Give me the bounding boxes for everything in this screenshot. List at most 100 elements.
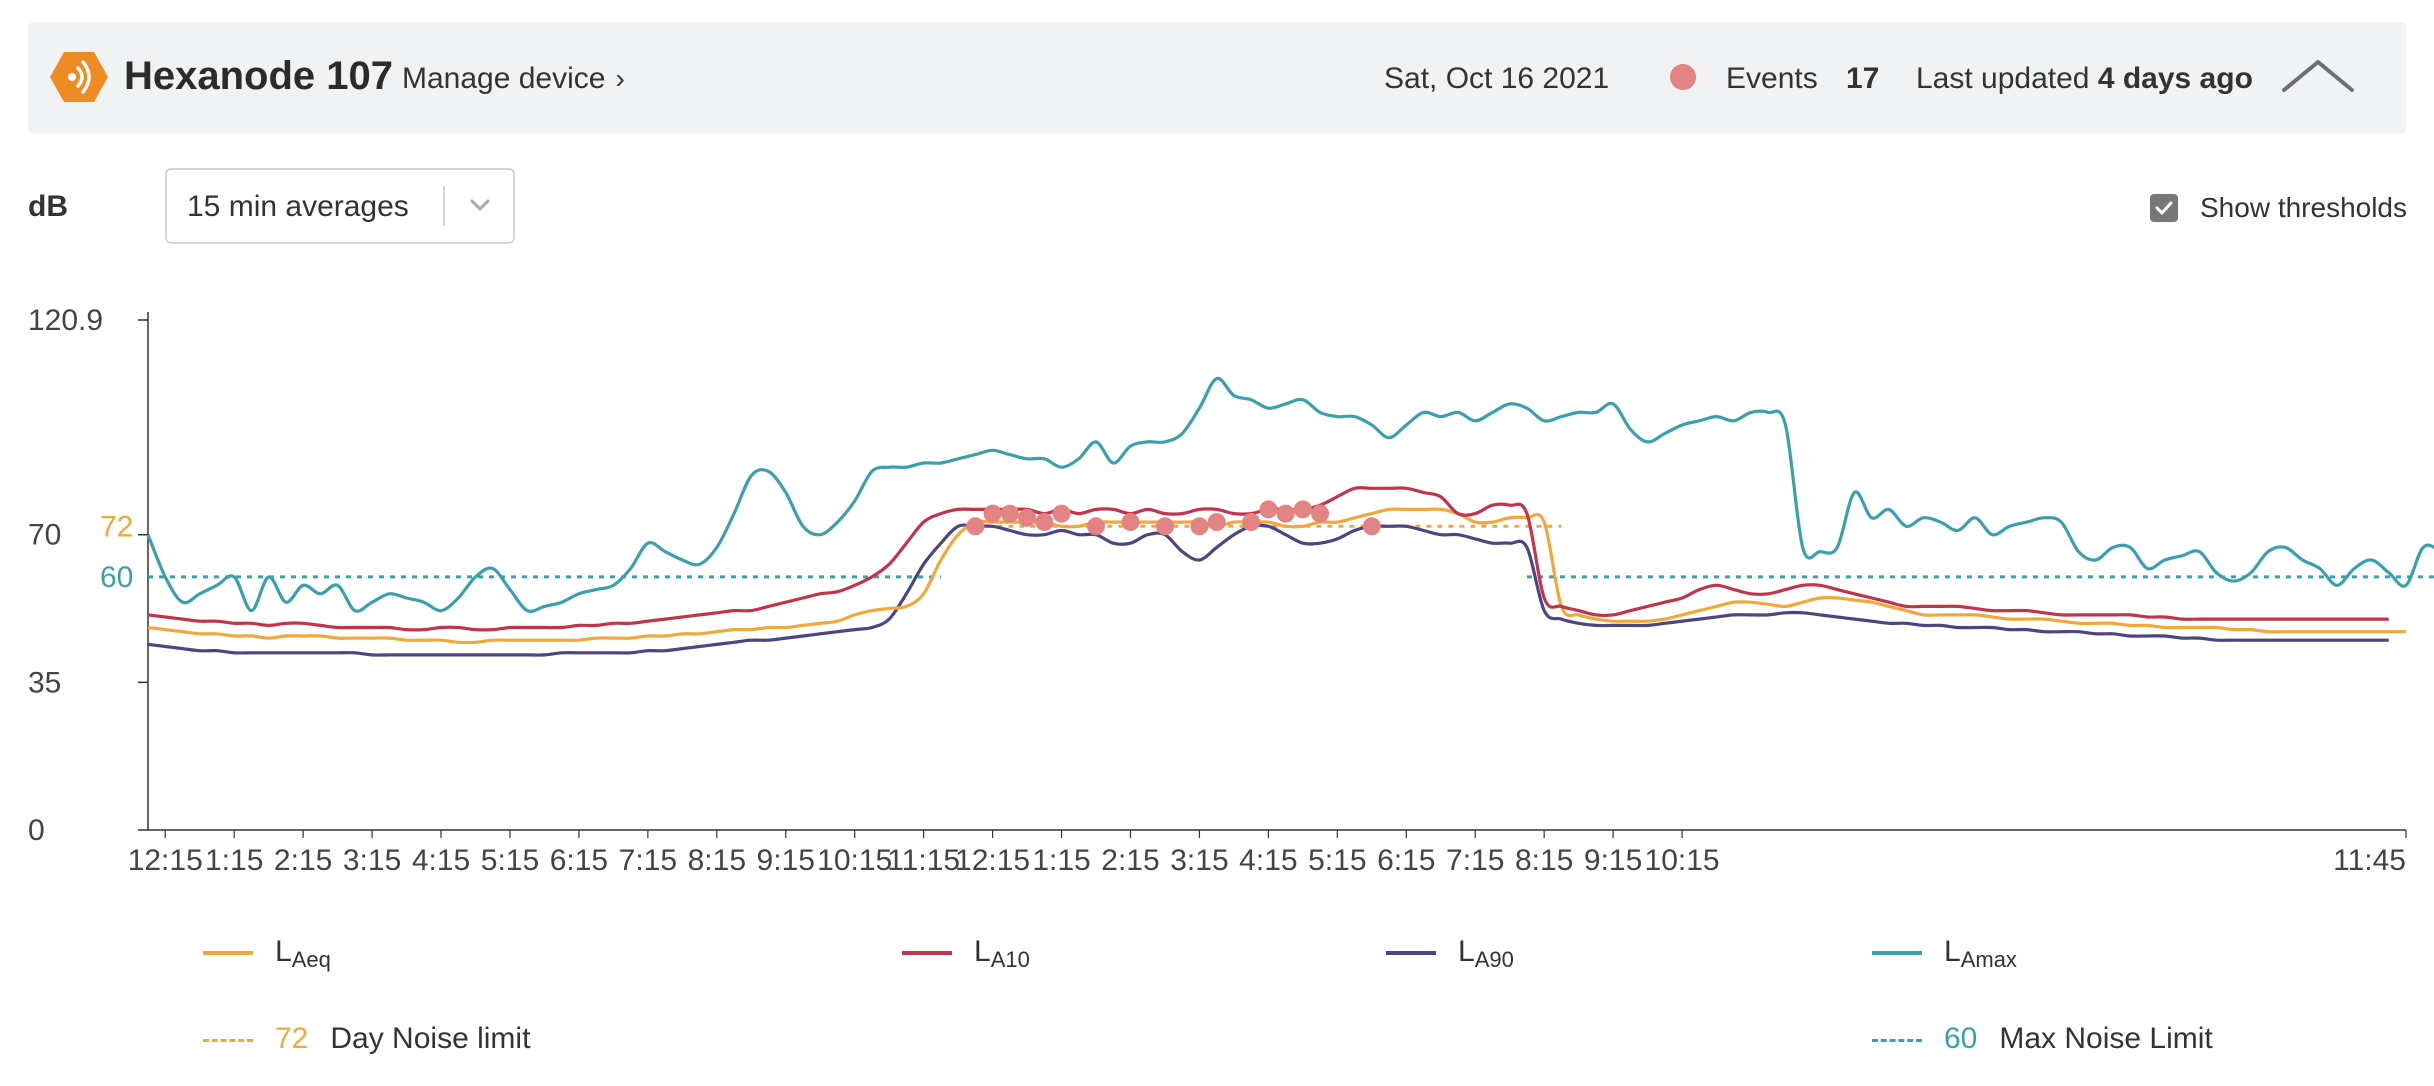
event-marker[interactable]: [983, 504, 1002, 523]
legend-swatch-la10: [902, 951, 952, 956]
legend-lamax-l: L: [1944, 935, 1961, 968]
device-header: Hexanode 107 Manage device › Sat, Oct 16 …: [28, 22, 2406, 134]
x-tick-label: 11:15: [887, 844, 960, 877]
x-tick-label: 1:15: [205, 844, 263, 877]
x-tick-label: 8:15: [1515, 844, 1573, 877]
x-tick-label: 12:15: [955, 844, 1030, 877]
event-marker[interactable]: [1293, 500, 1312, 519]
unit-label: dB: [28, 190, 68, 223]
legend-la90[interactable]: LA90: [1386, 935, 1514, 975]
legend-la90-sub: A90: [1474, 947, 1514, 972]
series-line-lamax: [146, 376, 2434, 613]
legend-la10-sub: A10: [990, 947, 1030, 972]
events-label: Events: [1726, 62, 1818, 95]
show-thresholds-label: Show thresholds: [2200, 192, 2408, 223]
event-marker[interactable]: [966, 517, 985, 536]
legend-la90-l: L: [1458, 935, 1475, 968]
legend-swatch-day-limit: [203, 1038, 253, 1042]
x-tick-label: 5:15: [1308, 844, 1366, 877]
event-marker[interactable]: [1000, 504, 1019, 523]
x-tick-label: 9:15: [757, 844, 815, 877]
max-limit-label: Max Noise Limit: [1999, 1022, 2213, 1055]
x-tick-label: 6:15: [550, 844, 608, 877]
device-name: Hexanode 107: [124, 54, 394, 98]
legend-day-limit: 72 Day Noise limit: [203, 1022, 530, 1062]
x-tick-label: 7:15: [1446, 844, 1504, 877]
y-tick-label: 120.9: [28, 304, 103, 337]
event-marker[interactable]: [1035, 513, 1054, 532]
legend-laeq-l: L: [275, 935, 292, 968]
y-tick-label: 0: [28, 814, 45, 847]
y-tick-label: 70: [28, 519, 61, 552]
events-count: 17: [1846, 62, 1880, 95]
x-tick-label: 3:15: [343, 844, 401, 877]
event-marker[interactable]: [1207, 513, 1226, 532]
day-limit-axis-label: 72: [100, 510, 133, 543]
chevron-down-icon: [470, 199, 490, 211]
legend-laeq-sub: Aeq: [291, 947, 331, 972]
legend-la10[interactable]: LA10: [902, 935, 1030, 975]
event-marker[interactable]: [1311, 504, 1330, 523]
legend-lamax[interactable]: LAmax: [1872, 935, 2017, 975]
event-dot-icon: [1670, 64, 1696, 90]
y-tick-label: 35: [28, 666, 61, 699]
event-marker[interactable]: [1190, 517, 1209, 536]
x-tick-label: 10:15: [817, 844, 892, 877]
legend-swatch-lamax: [1872, 951, 1922, 956]
legend-swatch-max-limit: [1872, 1038, 1922, 1042]
threshold-lines: [148, 524, 2434, 579]
event-marker[interactable]: [1018, 508, 1037, 527]
event-marker[interactable]: [1155, 517, 1174, 536]
event-marker[interactable]: [1052, 504, 1071, 523]
x-tick-label: 4:15: [412, 844, 470, 877]
legend-la10-l: L: [974, 935, 991, 968]
legend-swatch-la90: [1386, 951, 1436, 956]
day-limit-label: Day Noise limit: [330, 1022, 531, 1055]
legend-row-series: LAeq LA10 LA90 LAmax: [0, 935, 2434, 975]
last-updated-label: Last updated: [1916, 62, 2090, 95]
event-marker[interactable]: [1242, 513, 1261, 532]
legend-laeq[interactable]: LAeq: [203, 935, 331, 975]
legend-row-limits: 72 Day Noise limit 60 Max Noise Limit: [0, 1022, 2434, 1062]
last-updated: Last updated 4 days ago: [1916, 62, 2253, 96]
x-tick-label: 3:15: [1170, 844, 1228, 877]
averaging-select-value: 15 min averages: [187, 190, 409, 223]
x-tick-label: 10:15: [1645, 844, 1720, 877]
x-tick-label: 8:15: [688, 844, 746, 877]
event-marker[interactable]: [1259, 500, 1278, 519]
x-tick-label: 12:15: [128, 844, 203, 877]
select-divider: [443, 186, 445, 226]
event-marker[interactable]: [1362, 517, 1381, 536]
x-tick-label: 1:15: [1032, 844, 1090, 877]
date-label: Sat, Oct 16 2021: [1384, 62, 1610, 95]
x-tick-label: 2:15: [274, 844, 332, 877]
x-tick-label: 7:15: [619, 844, 677, 877]
manage-device-link[interactable]: Manage device ›: [402, 62, 625, 96]
show-thresholds-checkbox[interactable]: [2150, 194, 2178, 222]
event-marker[interactable]: [1087, 517, 1106, 536]
averaging-select[interactable]: 15 min averages: [165, 168, 515, 244]
event-marker[interactable]: [1121, 513, 1140, 532]
series-line-laeq: [147, 507, 2406, 645]
x-tick-label: 4:15: [1239, 844, 1297, 877]
x-tick-label: 6:15: [1377, 844, 1435, 877]
day-limit-value: 72: [275, 1022, 309, 1055]
last-updated-value: 4 days ago: [2097, 62, 2253, 95]
series-lines: [146, 376, 2434, 657]
legend-lamax-sub: Amax: [1960, 947, 2017, 972]
x-tick-label: 9:15: [1584, 844, 1642, 877]
max-limit-axis-label: 60: [100, 561, 133, 594]
x-tick-label: 2:15: [1101, 844, 1159, 877]
event-markers: [966, 500, 1381, 536]
legend-max-limit: 60 Max Noise Limit: [1872, 1022, 2213, 1062]
manage-device-label: Manage device: [402, 62, 606, 95]
legend-swatch-laeq: [203, 951, 253, 956]
event-marker[interactable]: [1276, 504, 1295, 523]
x-tick-label: 5:15: [481, 844, 539, 877]
x-tick-label: 11:45: [2333, 844, 2406, 877]
max-limit-value: 60: [1944, 1022, 1978, 1055]
checkmark-icon: [2155, 201, 2173, 215]
chevron-up-icon[interactable]: [2278, 52, 2358, 102]
